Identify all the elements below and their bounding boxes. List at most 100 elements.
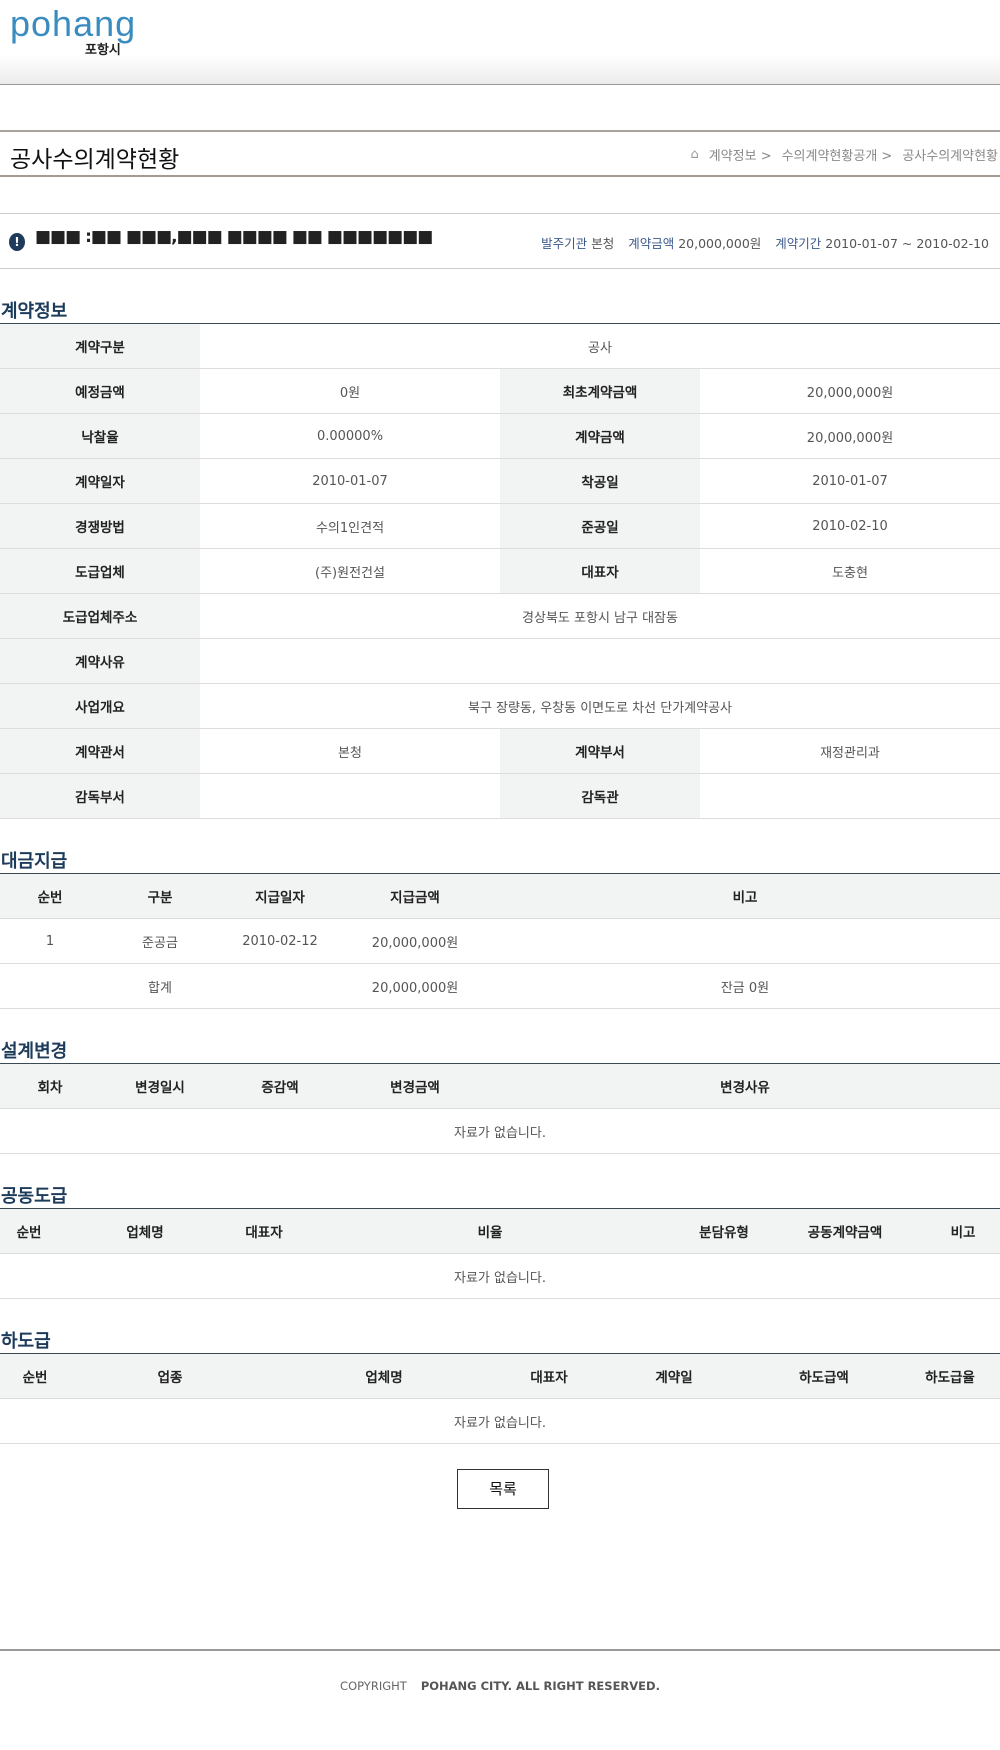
section-heading: 대금지급 xyxy=(1,851,68,872)
column-header: 계약일 xyxy=(600,1353,748,1399)
column-header: 지급금액 xyxy=(340,873,490,919)
info-value: 경상북도 포항시 남구 대잠동 xyxy=(200,593,1000,639)
info-value: 20,000,000원 xyxy=(700,413,1000,459)
section-heading: 하도급 xyxy=(1,1331,51,1352)
total-amount: 20,000,000원 xyxy=(340,963,490,1009)
table-header-row: 순번 업종 업체명 대표자 계약일 하도급액 하도급율 xyxy=(0,1353,1000,1399)
info-row: 도급업체주소 경상북도 포항시 남구 대잠동 xyxy=(0,593,1000,639)
contract-meta: 발주기관 본청 계약금액 20,000,000원 계약기간 2010-01-07 ~ … xyxy=(537,233,989,252)
footer: COPYRIGHT POHANG CITY. ALL RIGHT RESERVED… xyxy=(0,1649,1000,1749)
cell: 1 xyxy=(0,918,100,964)
breadcrumb-item[interactable]: 공사수의계약현황 xyxy=(902,149,998,164)
info-value: 공사 xyxy=(200,323,1000,369)
info-row: 낙찰율 0.00000% 계약금액 20,000,000원 xyxy=(0,413,1000,459)
column-header: 업체명 xyxy=(270,1353,498,1399)
list-button[interactable]: 목록 xyxy=(457,1469,549,1509)
column-header: 하도급액 xyxy=(748,1353,900,1399)
info-label: 사업개요 xyxy=(0,683,200,729)
info-value: 수의1인견적 xyxy=(200,503,500,549)
column-header: 순번 xyxy=(0,873,100,919)
info-value: 재정관리과 xyxy=(700,728,1000,774)
info-label: 계약일자 xyxy=(0,458,200,504)
info-row: 계약일자 2010-01-07 착공일 2010-01-07 xyxy=(0,458,1000,504)
info-label: 경쟁방법 xyxy=(0,503,200,549)
total-note: 잔금 0원 xyxy=(490,963,1000,1009)
copyright-owner: POHANG CITY. ALL RIGHT RESERVED. xyxy=(420,1679,660,1693)
design-change-table: 회차 변경일시 증감액 변경금액 변경사유 자료가 없습니다. xyxy=(0,1063,1000,1154)
column-header: 업종 xyxy=(70,1353,270,1399)
pohang-logo[interactable]: pohang 포항시 xyxy=(10,6,170,62)
subcontract-section: 하도급 순번 업종 업체명 대표자 계약일 하도급액 하도급율 자료가 없습니다… xyxy=(0,1327,1000,1444)
org-value: 본청 xyxy=(591,236,615,251)
info-row: 계약구분 공사 xyxy=(0,323,1000,369)
section-heading: 계약정보 xyxy=(1,301,68,322)
info-value: 북구 장량동, 우창동 이면도로 차선 단가계약공사 xyxy=(200,683,1000,729)
column-header: 하도급율 xyxy=(900,1353,1000,1399)
info-row: 도급업체 (주)원전건설 대표자 도충현 xyxy=(0,548,1000,594)
column-header: 공동계약금액 xyxy=(764,1208,926,1254)
info-value: 0원 xyxy=(200,368,500,414)
column-header: 대표자 xyxy=(498,1353,600,1399)
cell xyxy=(490,918,1000,964)
contract-info-section: 계약정보 계약구분 공사 예정금액 0원 최초계약금액 20,000,000원 낙찰율 0.0… xyxy=(0,297,1000,819)
info-label: 계약관서 xyxy=(0,728,200,774)
info-value: 도충현 xyxy=(700,548,1000,594)
amount-value: 20,000,000원 xyxy=(678,236,762,251)
column-header: 대표자 xyxy=(232,1208,296,1254)
empty-message: 자료가 없습니다. xyxy=(0,1253,1000,1299)
info-label: 계약구분 xyxy=(0,323,200,369)
copyright-label: COPYRIGHT xyxy=(340,1679,407,1693)
info-value xyxy=(700,773,1000,819)
info-row: 사업개요 북구 장량동, 우창동 이면도로 차선 단가계약공사 xyxy=(0,683,1000,729)
title-bar: 공사수의계약현황 ⌂ 계약정보 > 수의계약현황공개 > 공사수의계약현황 xyxy=(0,130,1000,177)
home-icon[interactable]: ⌂ xyxy=(690,147,699,162)
design-change-section: 설계변경 회차 변경일시 증감액 변경금액 변경사유 자료가 없습니다. xyxy=(0,1037,1000,1154)
info-value: 2010-02-10 xyxy=(700,503,1000,549)
org-label: 발주기관 xyxy=(541,236,588,251)
payment-table: 순번 구분 지급일자 지급금액 비고 1 준공금 2010-02-12 20,0… xyxy=(0,873,1000,1009)
page-title: 공사수의계약현황 xyxy=(10,147,180,173)
table-header-row: 순번 구분 지급일자 지급금액 비고 xyxy=(0,873,1000,919)
exclamation-icon: ! xyxy=(9,233,25,251)
info-row: 예정금액 0원 최초계약금액 20,000,000원 xyxy=(0,368,1000,414)
breadcrumb: ⌂ 계약정보 > 수의계약현황공개 > 공사수의계약현황 xyxy=(690,145,998,164)
info-label: 최초계약금액 xyxy=(500,368,700,414)
info-label: 계약사유 xyxy=(0,638,200,684)
total-label: 합계 xyxy=(100,963,220,1009)
info-label: 감독부서 xyxy=(0,773,200,819)
period-value: 2010-01-07 ~ 2010-02-10 xyxy=(825,236,989,251)
info-value: 0.00000% xyxy=(200,413,500,459)
info-label: 예정금액 xyxy=(0,368,200,414)
column-header: 구분 xyxy=(100,873,220,919)
logo-text: pohang xyxy=(10,3,137,44)
info-value xyxy=(200,773,500,819)
column-header: 순번 xyxy=(0,1353,70,1399)
table-header-row: 회차 변경일시 증감액 변경금액 변경사유 xyxy=(0,1063,1000,1109)
info-label: 착공일 xyxy=(500,458,700,504)
logo-subtext: 포항시 xyxy=(85,43,121,58)
info-label: 낙찰율 xyxy=(0,413,200,459)
cell: 2010-02-12 xyxy=(220,918,340,964)
contract-summary: ! ■■■ :■■ ■■■,■■■ ■■■■ ■■ ■■■■■■■ 발주기관 본청… xyxy=(0,213,1000,269)
info-label: 대표자 xyxy=(500,548,700,594)
breadcrumb-item[interactable]: 계약정보 > xyxy=(708,149,772,164)
subcontract-table: 순번 업종 업체명 대표자 계약일 하도급액 하도급율 자료가 없습니다. xyxy=(0,1353,1000,1444)
contract-info-table: 계약구분 공사 예정금액 0원 최초계약금액 20,000,000원 낙찰율 0.00000%… xyxy=(0,323,1000,819)
info-value: 본청 xyxy=(200,728,500,774)
section-heading: 설계변경 xyxy=(1,1041,68,1062)
column-header: 비율 xyxy=(296,1208,684,1254)
contract-title: ■■■ :■■ ■■■,■■■ ■■■■ ■■ ■■■■■■■ xyxy=(35,227,433,247)
column-header: 비고 xyxy=(926,1208,1000,1254)
breadcrumb-item[interactable]: 수의계약현황공개 > xyxy=(781,149,893,164)
info-label: 도급업체 xyxy=(0,548,200,594)
info-row: 경쟁방법 수의1인견적 준공일 2010-02-10 xyxy=(0,503,1000,549)
info-label: 도급업체주소 xyxy=(0,593,200,639)
info-label: 계약금액 xyxy=(500,413,700,459)
info-row: 계약관서 본청 계약부서 재정관리과 xyxy=(0,728,1000,774)
payment-section: 대금지급 순번 구분 지급일자 지급금액 비고 1 준공금 2010-02-12… xyxy=(0,847,1000,1009)
column-header: 회차 xyxy=(0,1063,100,1109)
column-header: 변경금액 xyxy=(340,1063,490,1109)
column-header: 업체명 xyxy=(58,1208,232,1254)
site-header: pohang 포항시 xyxy=(0,0,1000,85)
amount-label: 계약금액 xyxy=(628,236,675,251)
